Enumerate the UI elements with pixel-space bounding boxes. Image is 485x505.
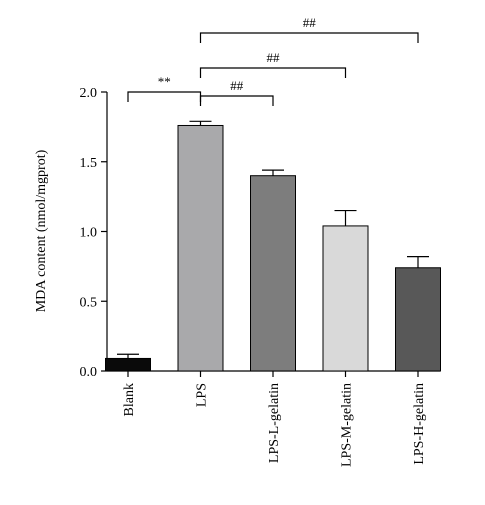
bar-lps [177,124,224,372]
bar-lps-m-gelatin [322,225,369,372]
significance-bracket [199,95,274,106]
x-tick-label: LPS-L-gelatin [267,383,282,463]
y-tick-label: 0.5 [80,295,98,310]
significance-bracket [127,91,202,102]
significance-layer: ** ## ## ## [127,15,419,106]
y-tick-label: 2.0 [80,86,98,101]
x-tick-label: LPS-M-gelatin [340,383,355,467]
axes-layer: 0.0 0.5 1.0 1.5 2.0 Blank LPS LPS-L-gelatin LPS-… [80,86,440,467]
significance-label: ## [303,15,317,30]
bar-lps-l-gelatin [250,175,296,372]
significance-bracket [199,67,347,78]
y-tick-label: 1.0 [80,226,98,241]
significance-label: ** [158,74,171,89]
y-tick-label: 0.0 [80,365,98,380]
y-axis-title: MDA content (nmol/mgprot) [34,149,49,312]
significance-label: ## [230,78,244,93]
x-tick-label: LPS [195,383,210,407]
x-tick-label: Blank [122,383,137,416]
error-bars-layer [117,120,429,359]
bar-lps-h-gelatin [395,267,441,372]
significance-label: ## [267,50,281,65]
bar-blank [105,357,151,372]
y-tick-label: 1.5 [80,156,98,171]
x-tick-label: LPS-H-gelatin [412,383,427,465]
bars-layer [105,124,441,372]
significance-bracket [199,32,419,43]
